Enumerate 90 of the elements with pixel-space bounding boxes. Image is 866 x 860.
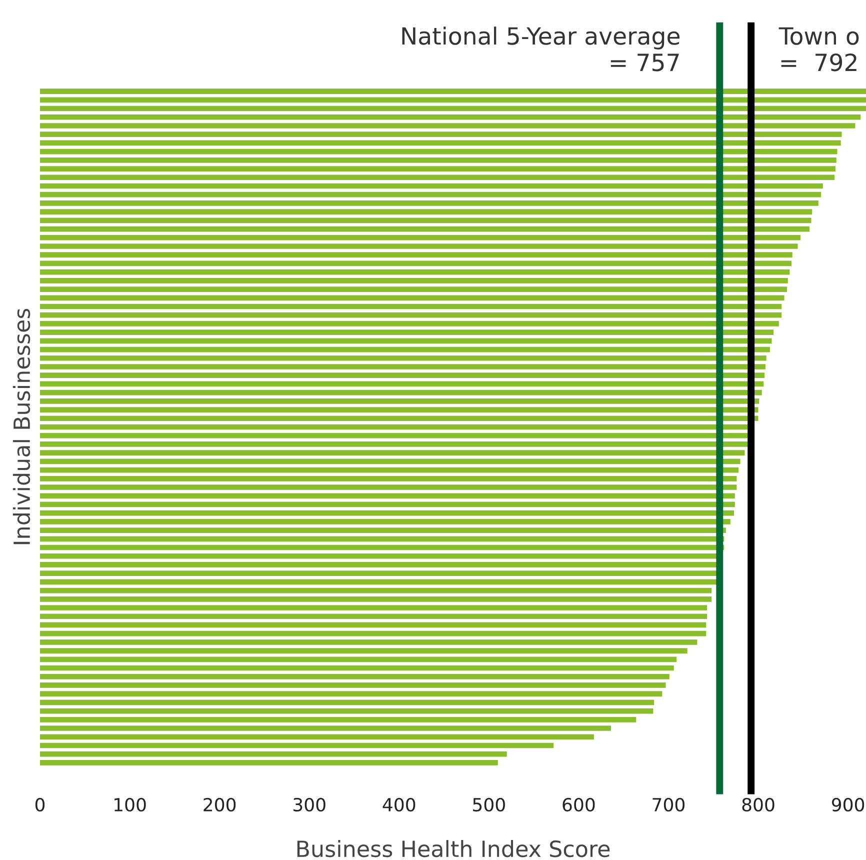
bar (40, 630, 706, 636)
bar (40, 157, 836, 163)
bar (40, 450, 745, 456)
bar (40, 570, 717, 576)
bar (40, 381, 764, 387)
bar (40, 502, 735, 508)
bar (40, 286, 787, 292)
bar (40, 278, 788, 284)
bar (40, 114, 861, 120)
x-tick-label: 500 (473, 798, 505, 812)
bar (40, 665, 674, 671)
bar (40, 622, 706, 628)
bar (40, 528, 726, 533)
x-tick-label: 900 (832, 798, 864, 812)
bar (40, 132, 842, 138)
bar (40, 312, 782, 318)
bar (40, 588, 712, 594)
bar (40, 760, 498, 766)
bar (40, 742, 554, 748)
bar (40, 226, 810, 232)
bar (40, 467, 739, 473)
bar (40, 330, 774, 335)
bar (40, 493, 735, 499)
x-tick-label: 300 (293, 798, 326, 812)
bar (40, 295, 784, 301)
bar (40, 192, 822, 198)
bar (40, 484, 737, 490)
bar (40, 372, 765, 378)
bar (40, 682, 666, 688)
bar (40, 734, 594, 740)
bar (40, 346, 770, 352)
bar (40, 269, 790, 275)
x-tick-label: 200 (204, 798, 236, 812)
bar (40, 579, 717, 585)
bar (40, 716, 636, 722)
bar (40, 751, 507, 757)
bar (40, 390, 762, 396)
bar (40, 364, 766, 370)
bar (40, 260, 792, 266)
x-tick-label: 400 (382, 798, 416, 812)
x-tick-label: 800 (742, 798, 774, 812)
bar (40, 536, 724, 542)
bar (40, 640, 698, 645)
bar (40, 304, 782, 310)
bar (40, 708, 654, 714)
bar (40, 596, 712, 602)
bar (40, 605, 708, 610)
bar (40, 148, 838, 154)
bar (40, 321, 779, 326)
x-tick-label: 0 (35, 798, 45, 812)
bar (40, 510, 734, 516)
bar (40, 218, 812, 224)
bar (40, 88, 866, 94)
bar (40, 674, 670, 680)
x-tick-label: 700 (652, 798, 685, 812)
bar (40, 200, 818, 206)
bar (40, 398, 760, 404)
bar (40, 476, 737, 482)
bar (40, 166, 836, 172)
bar (40, 97, 866, 103)
bar (40, 519, 730, 524)
bar (40, 416, 758, 422)
bar (40, 700, 654, 706)
bar (40, 691, 662, 697)
bar (40, 544, 724, 550)
bar (40, 338, 772, 344)
bar (40, 252, 792, 258)
bar (40, 123, 856, 128)
bar (40, 140, 841, 146)
bar (40, 183, 823, 189)
ref-line-label: National 5-Year average = 757 (402, 26, 680, 72)
bar (40, 648, 688, 654)
bar (40, 614, 708, 620)
bar (40, 458, 740, 464)
bar (40, 726, 612, 731)
x-tick-label: 600 (562, 798, 595, 812)
bar (40, 209, 812, 214)
bar (40, 106, 866, 112)
bar (40, 234, 800, 240)
bar (40, 656, 677, 662)
bar (40, 355, 766, 361)
bar (40, 174, 835, 180)
bar (40, 407, 758, 412)
x-axis-title: Business Health Index Score (297, 840, 610, 858)
ref-line-label: Town o = 792 (778, 27, 859, 72)
bar (40, 244, 798, 249)
y-axis-title: Individual Businesses (12, 308, 30, 544)
x-tick-label: 100 (114, 798, 146, 812)
bar (40, 442, 748, 447)
bar (40, 432, 750, 438)
